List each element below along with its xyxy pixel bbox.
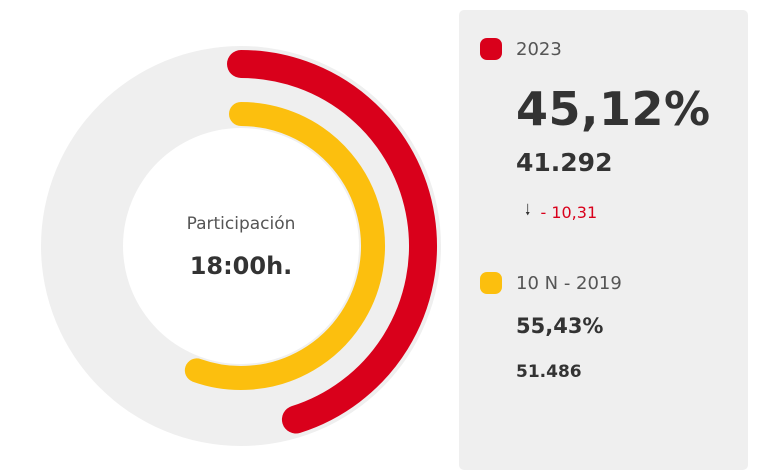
legend-label-2019: 10 N - 2019: [516, 272, 622, 294]
legend-item-2023: 2023: [480, 38, 562, 60]
center-time: 18:00h.: [189, 252, 293, 280]
arc-2019: [184, 102, 385, 390]
change-indicator: 🠓 - 10,31: [525, 200, 597, 225]
legend-swatch-2023: [480, 38, 502, 60]
donut-inner-background: [123, 128, 359, 364]
count-2019: 51.486: [516, 362, 582, 382]
results-panel: 2023 45,12% 41.292 🠓 - 10,31 10 N - 2019…: [459, 10, 748, 470]
legend-swatch-2019: [480, 272, 502, 294]
percentage-2023: 45,12%: [516, 82, 711, 136]
legend-item-2019: 10 N - 2019: [480, 272, 622, 294]
arrow-down-icon: 🠓: [525, 201, 531, 219]
percentage-2019: 55,43%: [516, 314, 604, 338]
participation-donut-chart: [41, 46, 441, 446]
arc-2023: [227, 50, 437, 434]
legend-label-2023: 2023: [516, 38, 562, 60]
center-title: Participación: [186, 214, 296, 234]
change-value: - 10,31: [540, 203, 598, 222]
count-2023: 41.292: [516, 148, 613, 177]
